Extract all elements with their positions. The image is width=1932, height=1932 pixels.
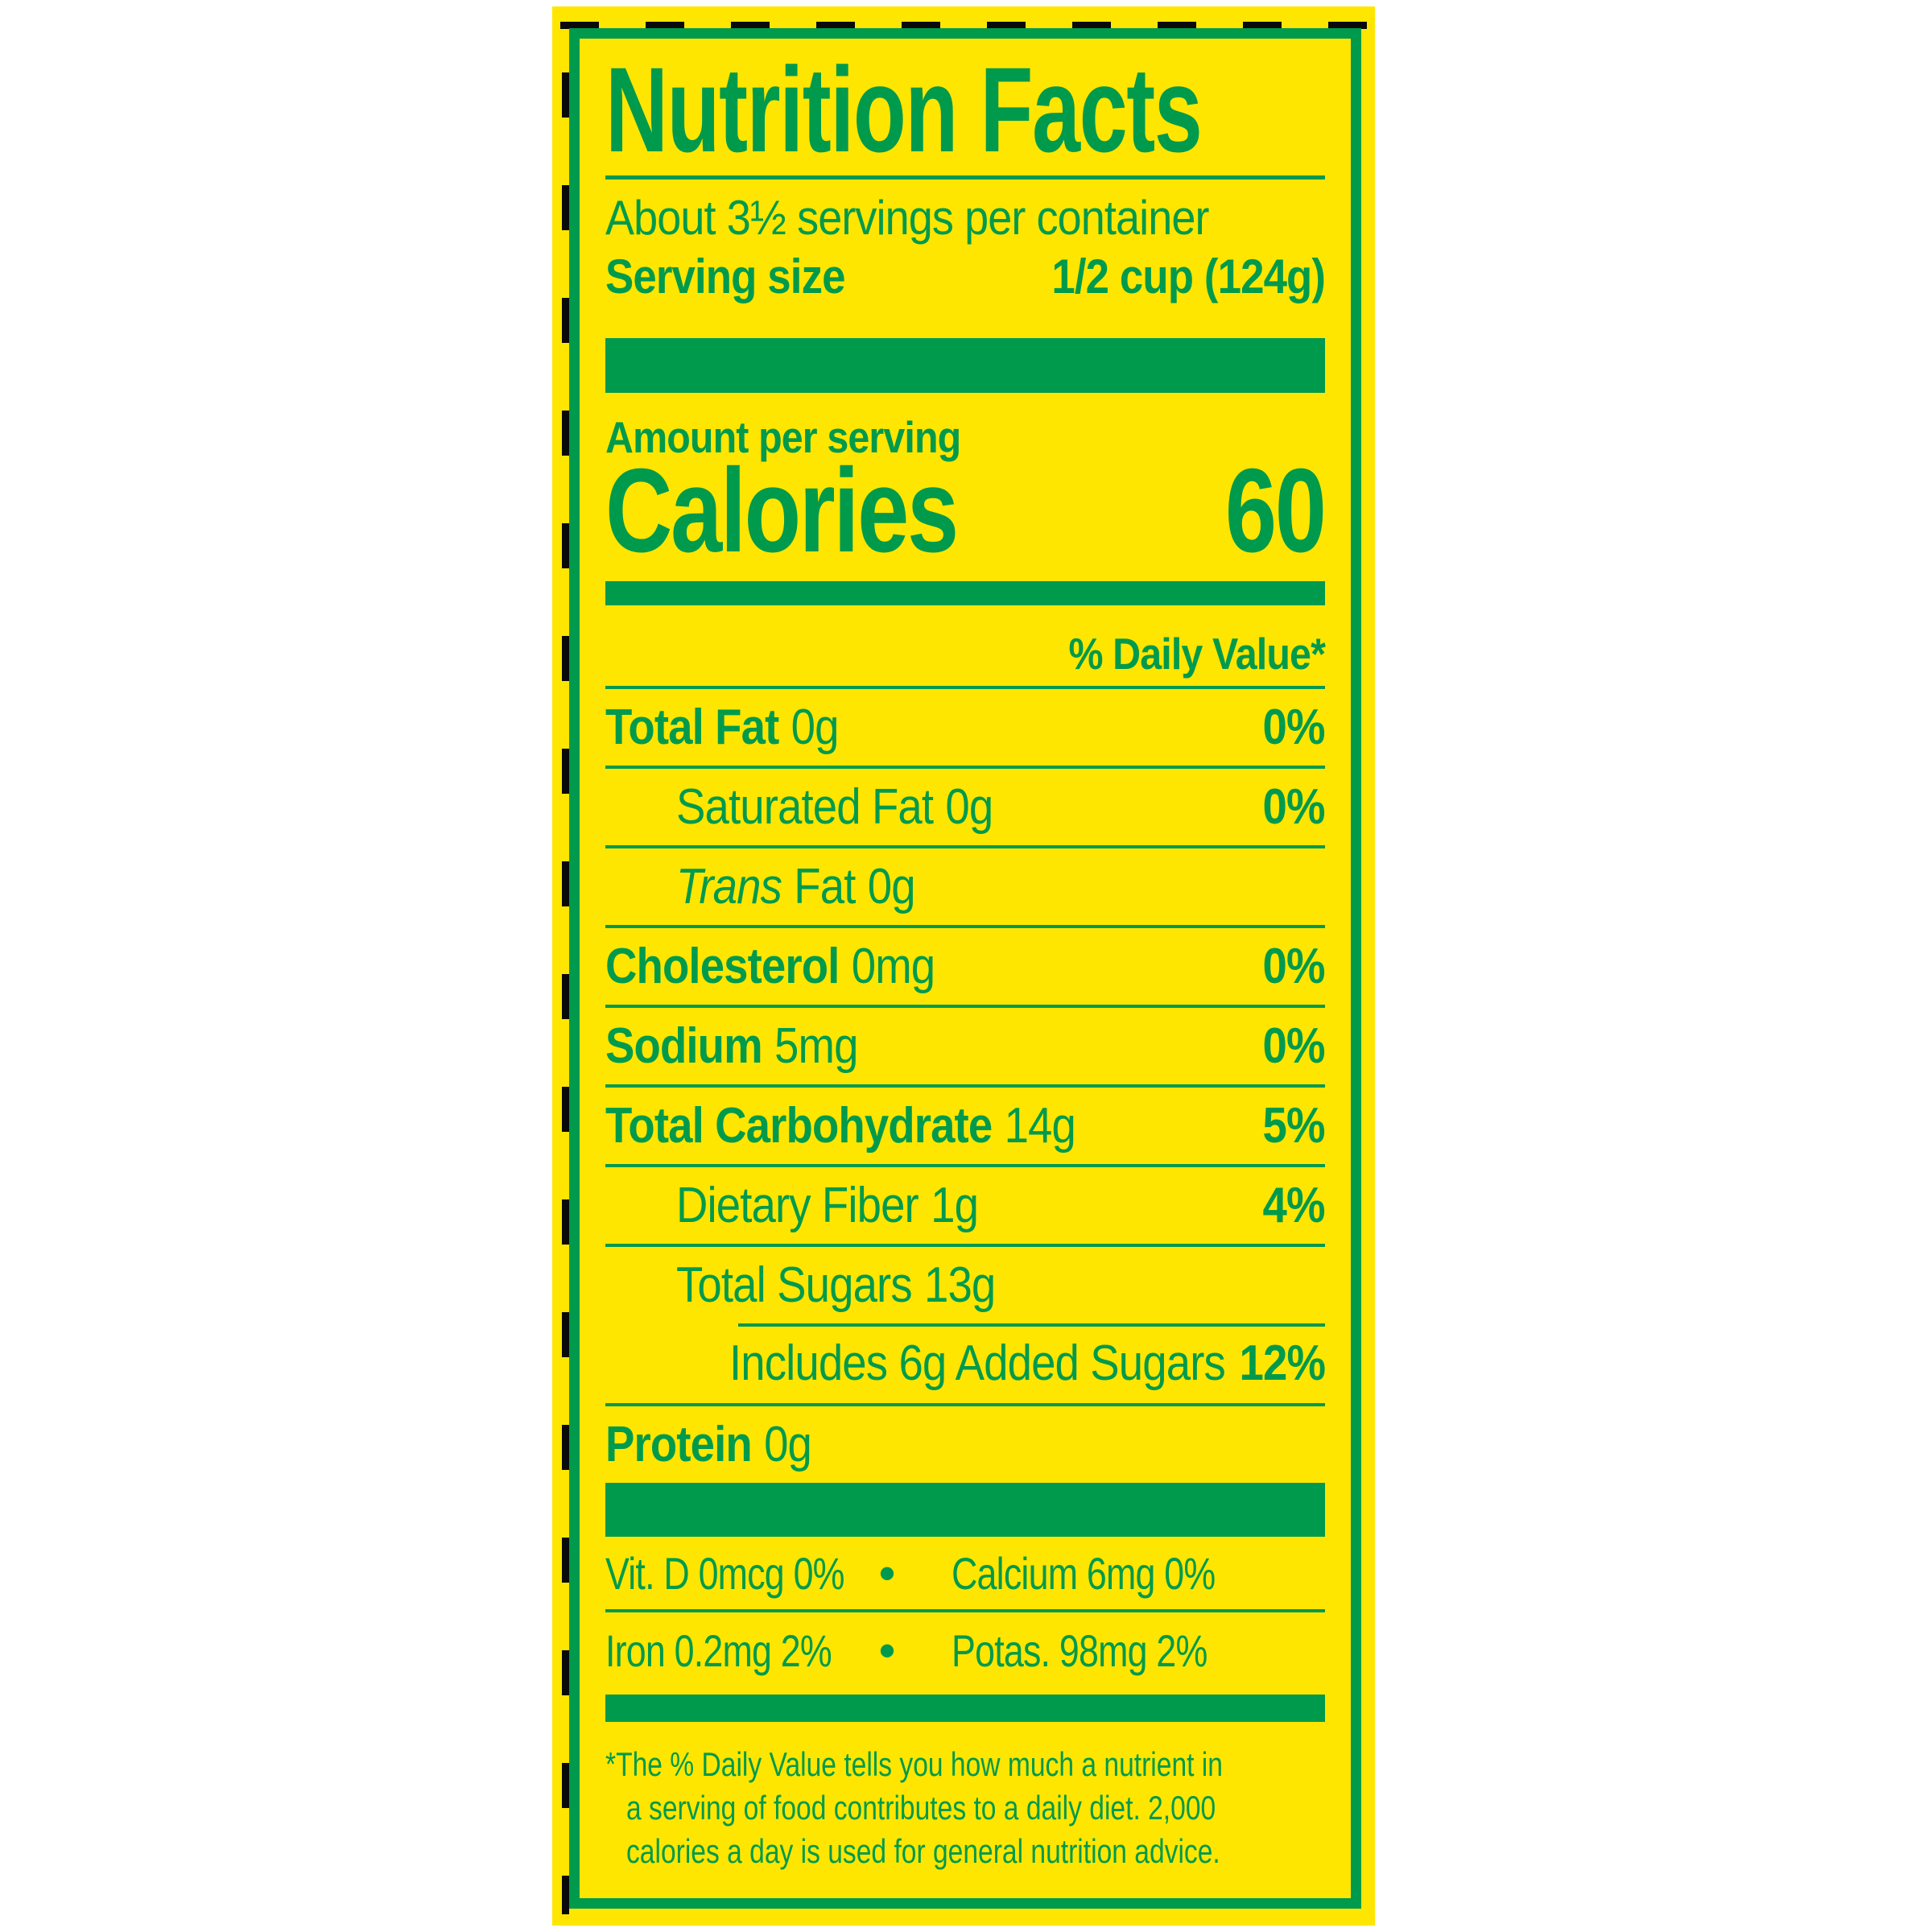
row-saturated-fat-dv: 0%	[1262, 779, 1326, 835]
row-trans-fat-name: Trans Fat 0g	[676, 859, 916, 914]
calcium-value: Calcium 6mg 0%	[952, 1547, 1216, 1599]
serving-size-row: Serving size 1/2 cup (124g)	[605, 249, 1326, 303]
row-saturated-fat-name: Saturated Fat 0g	[676, 779, 993, 835]
row-dietary-fiber-name: Dietary Fiber 1g	[676, 1178, 979, 1233]
row-saturated-fat: Saturated Fat 0g 0%	[605, 766, 1326, 845]
micronutrient-row-2: Iron 0.2mg 2% • Potas. 98mg 2%	[605, 1612, 1325, 1688]
row-total-fat-dv: 0%	[1262, 700, 1326, 755]
panel-title-text: Nutrition Facts	[605, 42, 1203, 177]
panel-title: Nutrition Facts	[605, 42, 1325, 177]
amount-per-serving: Amount per serving	[605, 412, 1325, 462]
row-total-sugars: Total Sugars 13g	[605, 1244, 1325, 1323]
iron-value: Iron 0.2mg 2%	[605, 1624, 832, 1676]
calories-value: 60	[1225, 444, 1327, 577]
micronutrients: Vit. D 0mcg 0% • Calcium 6mg 0% Iron 0.2…	[605, 1537, 1325, 1688]
calories-value-wrap: 60	[1197, 444, 1327, 577]
nutrition-panel: Nutrition Facts About 3½ servings per co…	[569, 28, 1361, 1909]
row-cholesterol: Cholesterol 0mg 0%	[605, 925, 1326, 1005]
calories-row: Calories 60	[605, 444, 1327, 577]
cut-line-top	[560, 22, 1373, 29]
serving-size-value: 1/2 cup (124g)	[1051, 249, 1326, 303]
servings-per-container: About 3½ servings per container	[605, 192, 1325, 243]
separator-bar-bottom	[605, 1695, 1325, 1722]
nutrition-facts-label: Nutrition Facts About 3½ servings per co…	[552, 6, 1375, 1926]
row-total-fat: Total Fat 0g 0%	[605, 686, 1326, 766]
added-sugars-partial-rule	[738, 1323, 1325, 1327]
row-protein-name: Protein 0g	[605, 1417, 812, 1472]
footnote-line-2: a serving of food contributes to a daily…	[626, 1789, 1216, 1827]
bullet-icon: •	[878, 1546, 896, 1600]
row-sodium-dv: 0%	[1262, 1018, 1326, 1074]
row-trans-fat: Trans Fat 0g	[605, 845, 1325, 925]
row-dietary-fiber: Dietary Fiber 1g 4%	[605, 1164, 1326, 1244]
row-total-carbohydrate-name: Total Carbohydrate 14g	[605, 1098, 1076, 1154]
footnote-line-3: calories a day is used for general nutri…	[626, 1832, 1220, 1870]
serving-size-value-wrap: 1/2 cup (124g)	[1014, 249, 1326, 303]
calories-label: Calories	[605, 444, 959, 577]
title-underline-rule	[605, 175, 1325, 180]
row-cholesterol-name: Cholesterol 0mg	[605, 939, 935, 994]
row-sodium: Sodium 5mg 0%	[605, 1005, 1326, 1084]
row-total-carbohydrate: Total Carbohydrate 14g 5%	[605, 1084, 1326, 1164]
daily-value-header: % Daily Value*	[605, 628, 1325, 679]
row-cholesterol-dv: 0%	[1262, 939, 1326, 994]
row-added-sugars: Includes 6g Added Sugars 12%	[605, 1323, 1326, 1403]
daily-value-header-text: % Daily Value*	[1068, 629, 1325, 679]
amount-per-serving-text: Amount per serving	[605, 412, 961, 462]
row-protein: Protein 0g	[605, 1403, 1325, 1483]
servings-per-container-text: About 3½ servings per container	[605, 191, 1209, 245]
row-total-sugars-name: Total Sugars 13g	[676, 1257, 996, 1313]
row-added-sugars-name: Includes 6g Added Sugars	[729, 1335, 1226, 1391]
row-sodium-name: Sodium 5mg	[605, 1018, 858, 1074]
separator-bar-top	[605, 338, 1325, 393]
micronutrient-row-1: Vit. D 0mcg 0% • Calcium 6mg 0%	[605, 1537, 1325, 1612]
vitamin-d-value: Vit. D 0mcg 0%	[605, 1547, 845, 1599]
footnote-line-1: *The % Daily Value tells you how much a …	[605, 1745, 1223, 1783]
nutrient-rows: Total Fat 0g 0% Saturated Fat 0g 0% Trans F…	[605, 686, 1326, 1483]
separator-bar-calories	[605, 581, 1325, 605]
daily-value-footnote: *The % Daily Value tells you how much a …	[605, 1743, 1325, 1873]
potassium-value: Potas. 98mg 2%	[952, 1624, 1208, 1676]
row-dietary-fiber-dv: 4%	[1262, 1178, 1326, 1233]
cut-line-left	[562, 72, 569, 1914]
row-added-sugars-dv: 12%	[1239, 1335, 1325, 1391]
bullet-icon: •	[878, 1623, 896, 1678]
serving-size-label: Serving size	[605, 249, 845, 303]
row-total-carbohydrate-dv: 5%	[1262, 1098, 1326, 1154]
separator-bar-protein	[605, 1483, 1325, 1537]
row-total-fat-name: Total Fat 0g	[605, 700, 839, 755]
